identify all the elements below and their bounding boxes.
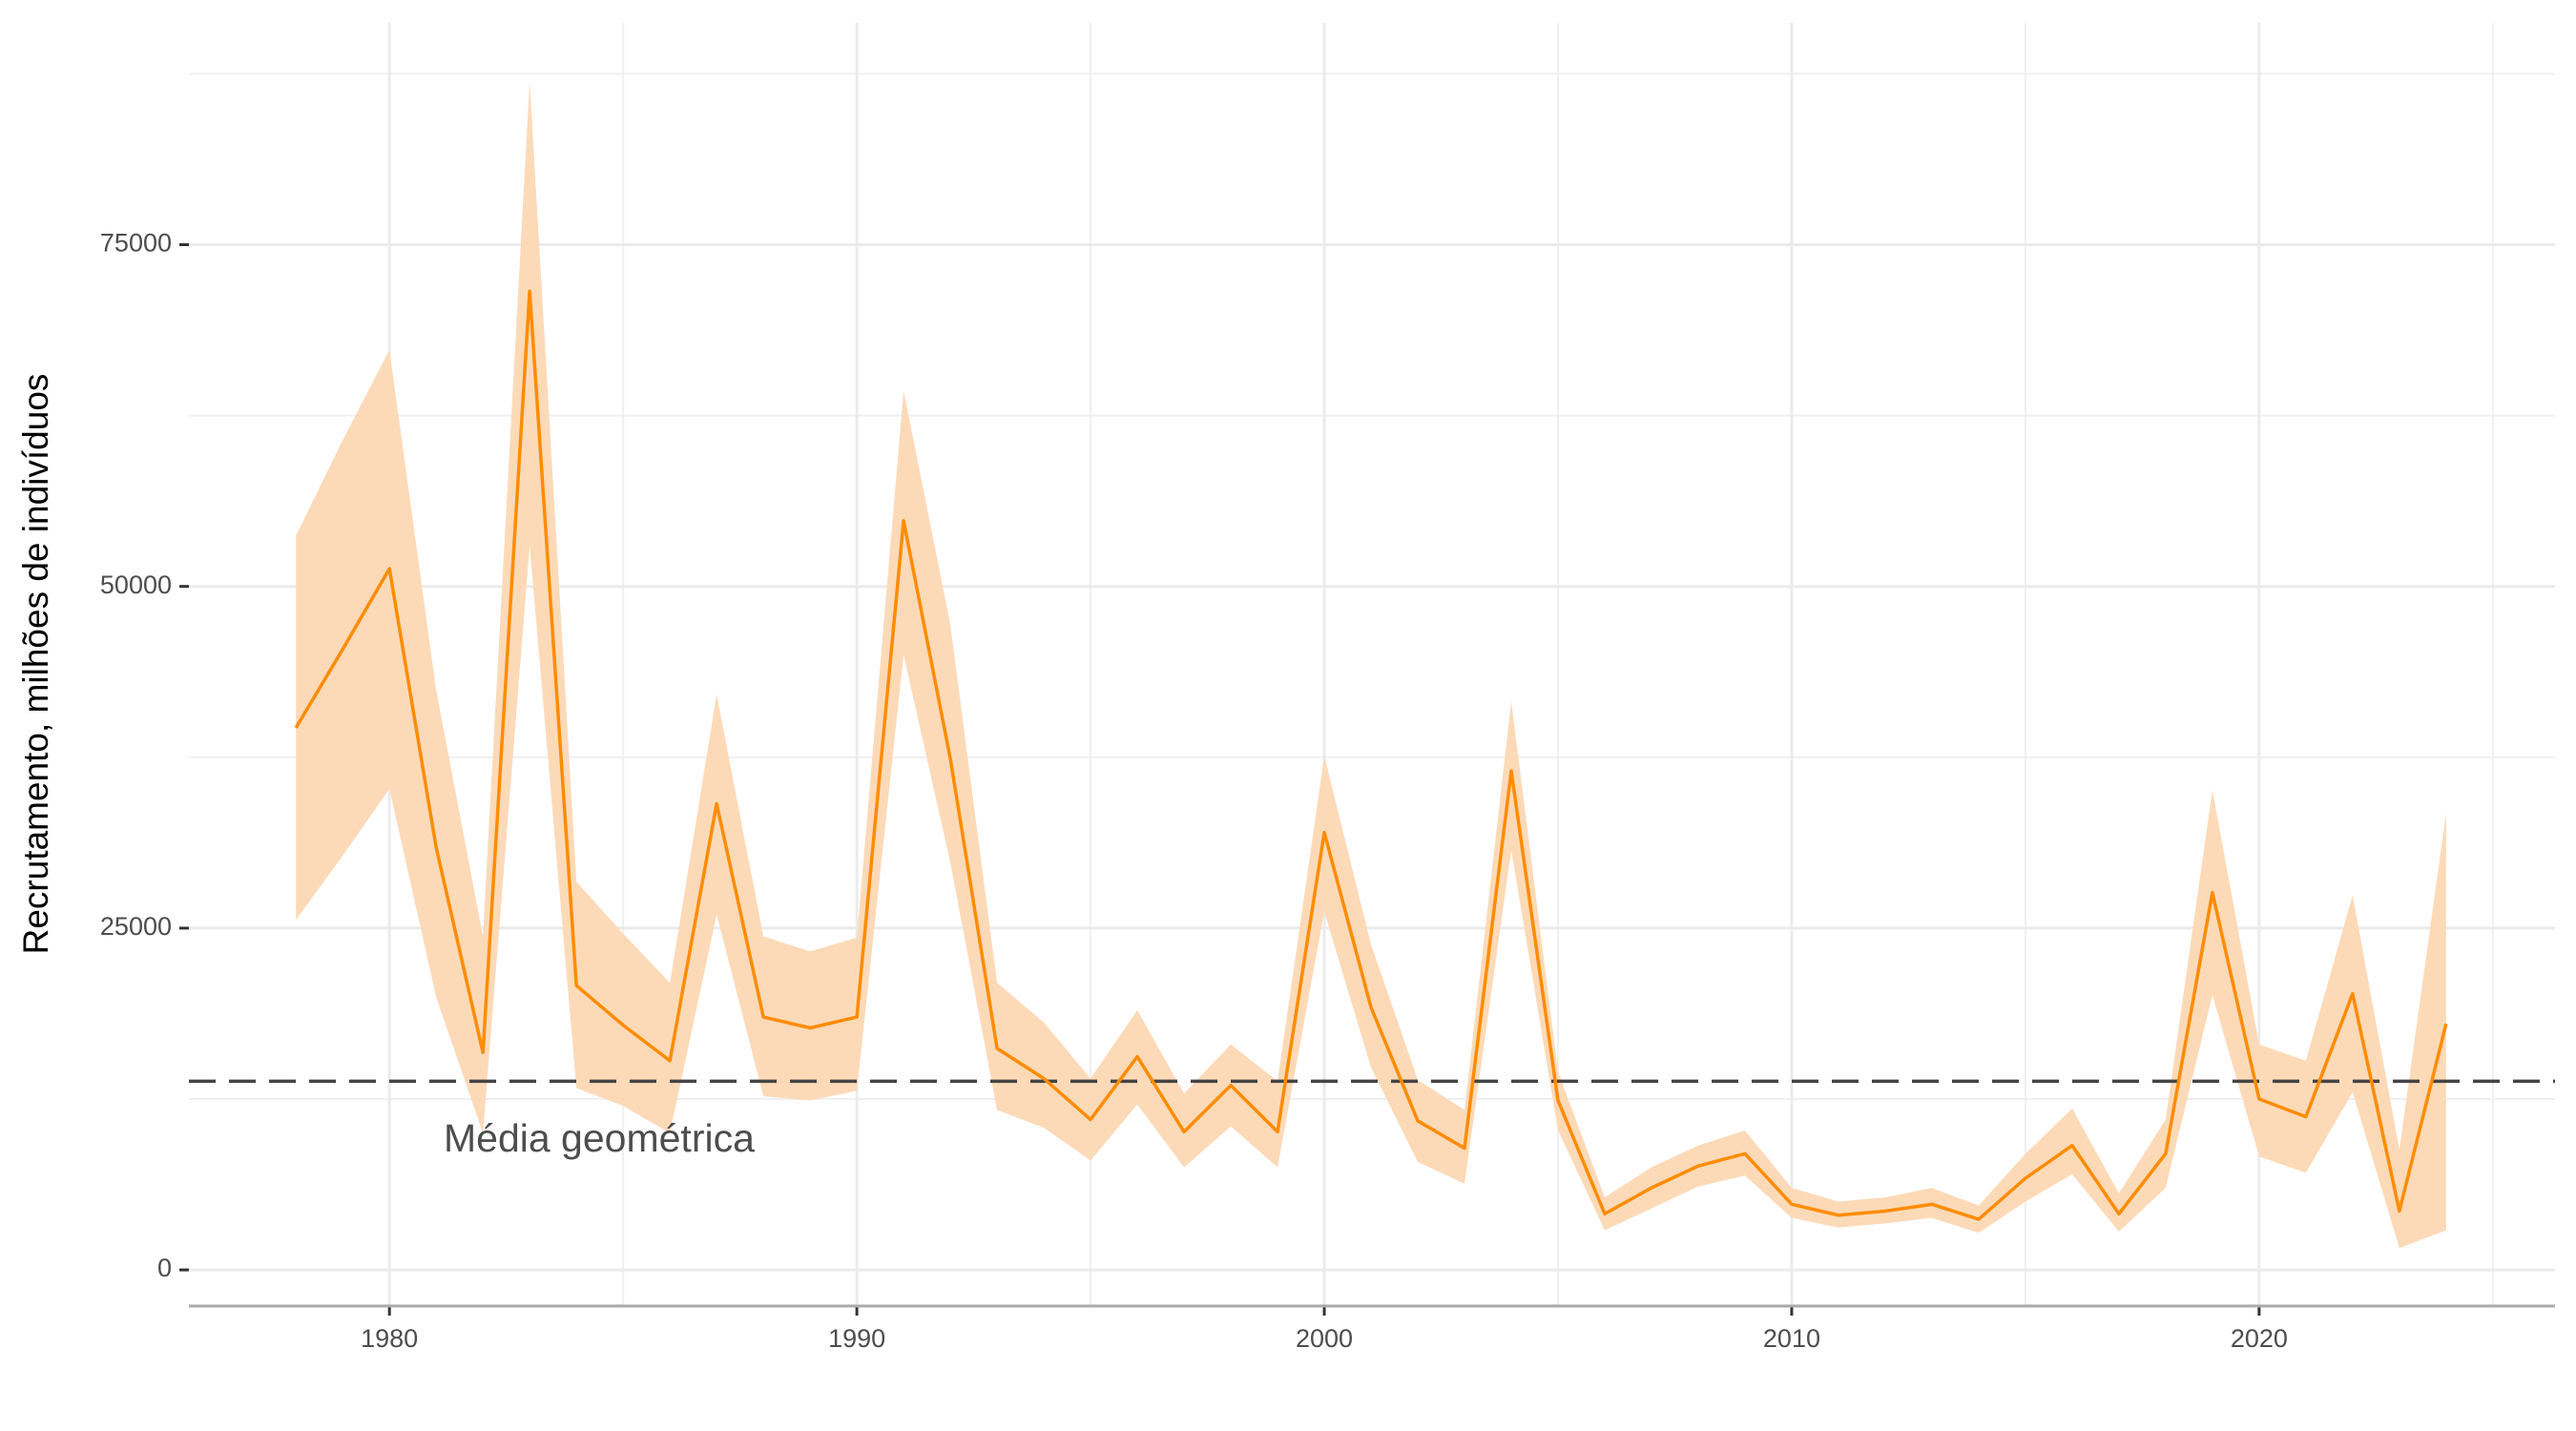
x-tick-label: 2000 (1296, 1324, 1353, 1353)
x-tick-label: 1990 (828, 1324, 885, 1353)
x-tick-label: 2020 (2231, 1324, 2288, 1353)
reference-label: Média geométrica (444, 1116, 755, 1160)
x-tick-label: 2010 (1763, 1324, 1820, 1353)
x-tick-label: 1980 (361, 1324, 418, 1353)
y-tick-label: 0 (157, 1254, 172, 1282)
y-axis-title: Recrutamento, milhões de indivíduos (16, 374, 55, 955)
y-tick-label: 75000 (100, 229, 172, 258)
line (294, 289, 2448, 1221)
y-tick-label: 50000 (100, 570, 172, 599)
y-tick-label: 25000 (100, 912, 172, 941)
confidence-band (296, 81, 2446, 1249)
